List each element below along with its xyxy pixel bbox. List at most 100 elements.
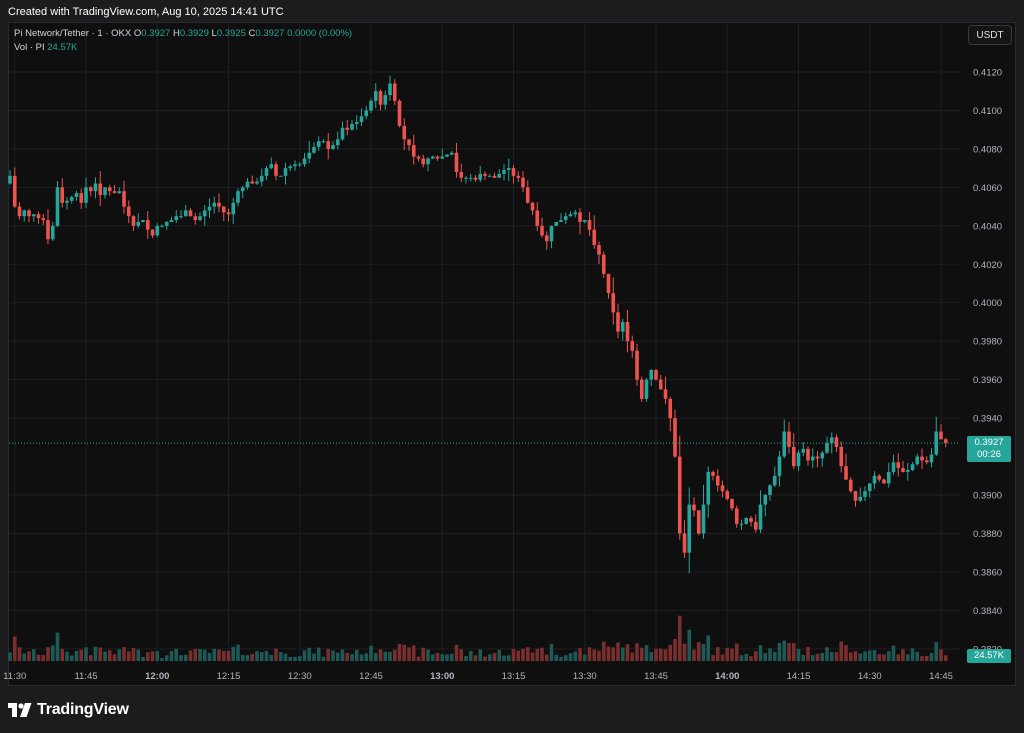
candle-body [734,508,739,524]
chart-frame[interactable] [8,22,1016,686]
volume-bar [69,655,74,661]
candle-body [592,229,597,246]
volume-bar [326,648,331,661]
candle-body [939,431,943,440]
price-tick-label: 0.3880 [973,529,1002,540]
volume-bar [687,629,692,661]
candle-body [611,293,616,313]
candle-body [416,156,421,159]
candle-body [696,510,701,534]
volume-bar [611,647,616,661]
candles [8,75,948,574]
candle-body [801,448,806,453]
candle-body [269,164,274,169]
header-bar: Created with TradingView.com, Aug 10, 20… [0,0,1024,22]
volume-bar [492,653,497,661]
candle-body [739,523,744,525]
candle-body [758,504,763,530]
candle-body [630,341,635,351]
price-tick-label: 0.4040 [973,221,1002,232]
candle-body [468,177,473,179]
candle-body [98,183,103,196]
volume-bar [806,646,810,661]
candle-body [568,214,573,217]
candle-body [820,452,825,459]
volume-bar [549,643,554,661]
candle-body [554,221,559,226]
volume-bar [288,656,293,661]
price-tick-label: 0.3940 [973,414,1002,425]
candle-body [658,379,663,390]
volume-bar [354,649,359,661]
low-value: 0.3925 [216,28,246,39]
volume-bar [421,647,426,661]
volume-bar [825,647,829,661]
candle-body [402,125,407,140]
volume-bar [901,649,905,661]
currency-button[interactable]: USDT [968,25,1012,45]
volume-bar [782,640,787,661]
candle-body [692,504,696,511]
candle-body [411,145,416,157]
candle-body [497,173,502,178]
candle-body [573,212,578,215]
bar-countdown: 00:26 [977,449,1001,460]
volume-bar [312,653,316,661]
candle-body [112,191,117,194]
volume-bar [801,654,806,661]
candle-body [255,181,259,184]
volume-bar [93,646,98,661]
price-tick-label: 0.4000 [973,298,1002,309]
candle-body [326,141,331,149]
candle-body [188,210,193,217]
volume-bar [791,642,796,661]
volume-bar [112,654,117,661]
close-value: 0.3927 [255,28,285,39]
price-tick-label: 0.3960 [973,375,1002,386]
volume-bar [891,645,896,661]
volume-label[interactable]: Vol · PI [14,42,45,53]
volume-bar [620,647,625,661]
volume-bar [853,651,858,661]
candle-body [407,139,411,146]
volume-bar [126,651,131,661]
volume-bar [905,654,910,661]
volume-bar [36,654,41,661]
candle-body [340,127,345,140]
candle-body [730,498,734,509]
volume-bar [388,651,392,661]
volume-bar [677,615,682,661]
last-price-tag: 0.3927 00:26 [967,436,1011,462]
volume-bar [506,655,511,661]
candle-body [563,216,568,221]
candle-body [483,173,487,176]
candle-body [663,389,668,399]
candle-body [687,504,692,553]
volume-bar [758,645,763,661]
time-tick-label: 14:00 [715,671,739,682]
candle-body [278,175,283,177]
candle-body [502,170,506,174]
volume-bar [335,652,340,661]
volume-bar [915,651,920,661]
volume-bar [226,650,231,661]
symbol-label[interactable]: Pi Network/Tether · 1 · OKX [14,28,132,39]
high-label: H [172,28,180,39]
volume-bar [188,650,193,661]
candle-body [587,220,592,230]
candle-body [606,273,611,294]
candle-body [654,370,658,380]
candle-body [350,123,354,130]
candle-body [839,446,844,467]
candle-body [720,485,725,492]
volume-bar [454,644,459,661]
volume-bar [74,651,79,661]
volume-bar [844,645,848,661]
candle-body [540,225,544,236]
candle-body [17,206,22,217]
volume-bar [449,653,454,661]
volume-bar [715,647,720,661]
volume-bar [877,654,882,661]
volume-bar [122,647,126,661]
